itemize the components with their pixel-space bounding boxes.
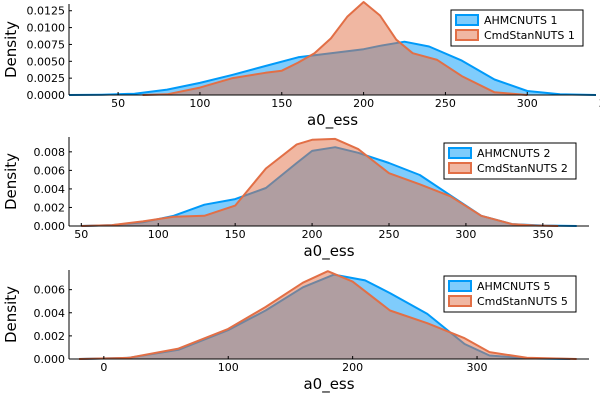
- y-axis-label: Density: [2, 286, 20, 343]
- x-tick-label: 50: [74, 228, 88, 241]
- legend-swatch: [455, 29, 479, 41]
- legend: AHMCNUTS 5 CmdStanNUTS 5: [443, 275, 577, 313]
- series-2-line: [81, 137, 559, 227]
- x-axis-label: a0_ess: [303, 242, 354, 261]
- x-tick-label: 50: [111, 97, 125, 110]
- legend-swatch: [455, 14, 479, 26]
- x-tick-label: 250: [379, 228, 400, 241]
- y-axis-label: Density: [2, 21, 20, 78]
- x-tick-label: 100: [218, 361, 239, 374]
- legend-label: CmdStanNUTS 5: [477, 295, 568, 308]
- y-tick-label: 0.004: [34, 307, 66, 320]
- legend-label: CmdStanNUTS 2: [477, 162, 568, 175]
- y-tick-label: 0.0100: [27, 22, 66, 35]
- x-axis-label: a0_ess: [307, 111, 358, 130]
- legend-label: AHMCNUTS 2: [477, 147, 550, 160]
- y-tick-label: 0.0000: [27, 89, 66, 102]
- legend-label: CmdStanNUTS 1: [484, 29, 575, 42]
- series-2-area: [81, 138, 559, 226]
- x-tick-label: 300: [455, 228, 476, 241]
- x-axis-label: a0_ess: [303, 375, 354, 394]
- legend-label: AHMCNUTS 1: [484, 14, 557, 27]
- legend-label: AHMCNUTS 5: [477, 280, 550, 293]
- y-axis-label: Density: [2, 153, 20, 210]
- y-tick-label: 0.002: [34, 330, 66, 343]
- x-tick-label: 250: [435, 97, 456, 110]
- y-tick-label: 0.0050: [27, 55, 66, 68]
- y-tick-label: 0.008: [34, 146, 66, 159]
- x-tick-label: 300: [517, 97, 538, 110]
- y-tick-label: 0.0125: [27, 5, 66, 18]
- legend-swatch: [448, 280, 472, 292]
- x-tick-label: 0: [100, 361, 107, 374]
- y-tick-label: 0.004: [34, 183, 66, 196]
- legend-swatch: [448, 147, 472, 159]
- x-tick-label: 300: [467, 361, 488, 374]
- x-tick-label: 150: [225, 228, 246, 241]
- subplot-3: 0 100 200 300 0.000 0.002 0.004 0.006 a0_ess Dens…: [2, 270, 589, 394]
- series-2-area: [142, 2, 528, 95]
- legend-swatch: [448, 162, 472, 174]
- y-tick-label: 0.002: [34, 201, 66, 214]
- series-2-line: [78, 270, 577, 360]
- x-tick-label: 350: [599, 97, 600, 110]
- subplot-2: 50 100 150 200 250 300 350 0.000 0.002 0.004 0.006…: [2, 137, 589, 261]
- legend-swatch: [448, 295, 472, 307]
- x-tick-label: 150: [271, 97, 292, 110]
- x-tick-label: 200: [302, 228, 323, 241]
- legend: AHMCNUTS 2 CmdStanNUTS 2: [443, 142, 577, 180]
- series-2-line: [142, 1, 528, 96]
- series-2-area: [79, 271, 577, 359]
- x-tick-label: 350: [532, 228, 553, 241]
- legend: AHMCNUTS 1 CmdStanNUTS 1: [450, 9, 584, 47]
- subplot-1: 50 100 150 200 250 300 350 0.0000 0.0025 0.0050 0.…: [2, 1, 600, 130]
- y-tick-label: 0.006: [34, 284, 66, 297]
- y-tick-label: 0.0075: [27, 38, 66, 51]
- y-tick-label: 0.0025: [27, 72, 66, 85]
- y-tick-label: 0.000: [34, 220, 66, 233]
- x-tick-label: 200: [342, 361, 363, 374]
- y-tick-label: 0.006: [34, 164, 66, 177]
- x-tick-label: 100: [148, 228, 169, 241]
- y-tick-label: 0.000: [34, 353, 66, 366]
- x-tick-label: 200: [353, 97, 374, 110]
- x-tick-label: 100: [189, 97, 210, 110]
